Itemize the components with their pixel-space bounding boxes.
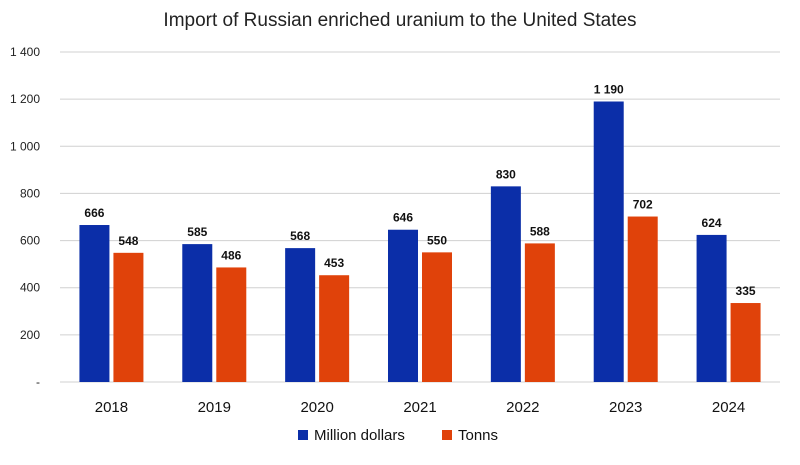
data-label: 453 bbox=[324, 256, 344, 270]
x-tick-label: 2020 bbox=[300, 399, 333, 416]
bar-million-dollars-2020 bbox=[285, 248, 316, 382]
data-label: 1 190 bbox=[594, 83, 624, 97]
y-tick-label: 1 200 bbox=[10, 92, 40, 106]
bar-million-dollars-2021 bbox=[388, 229, 418, 382]
data-label: 830 bbox=[496, 167, 516, 181]
legend-swatch-million-dollars bbox=[298, 430, 308, 440]
data-label: 568 bbox=[290, 229, 310, 243]
data-label: 335 bbox=[736, 284, 756, 298]
y-tick-label: 1 000 bbox=[10, 139, 40, 153]
data-label: 624 bbox=[702, 216, 722, 230]
bar-million-dollars-2022 bbox=[490, 186, 521, 382]
bar-tonns-2019 bbox=[216, 267, 247, 382]
bar-tonns-2021 bbox=[422, 252, 452, 382]
legend: Million dollars Tonns bbox=[298, 427, 498, 444]
x-axis-ticks: 2018 2019 2020 2021 2022 2023 2024 bbox=[95, 399, 746, 416]
data-label: 550 bbox=[427, 233, 447, 247]
bar-million-dollars-2018 bbox=[79, 225, 110, 382]
y-tick-label: 1 400 bbox=[10, 45, 40, 59]
bar-tonns-2022 bbox=[524, 243, 555, 382]
x-tick-label: 2022 bbox=[506, 399, 539, 416]
x-tick-label: 2023 bbox=[609, 399, 642, 416]
x-tick-label: 2021 bbox=[403, 399, 436, 416]
bar-million-dollars-2019 bbox=[182, 244, 213, 382]
data-label: 588 bbox=[530, 224, 550, 238]
legend-label: Million dollars bbox=[314, 427, 405, 444]
data-label: 486 bbox=[221, 248, 241, 262]
data-label: 646 bbox=[393, 211, 413, 225]
x-tick-label: 2018 bbox=[95, 399, 128, 416]
bar-million-dollars-2024 bbox=[696, 234, 727, 382]
bars bbox=[79, 101, 761, 382]
legend-swatch-tonns bbox=[442, 430, 452, 440]
data-label: 666 bbox=[84, 206, 104, 220]
y-tick-label: 800 bbox=[20, 186, 40, 200]
data-labels: 666 548 585 486 568 453 646 550 830 588 1 190 702 62… bbox=[84, 83, 755, 299]
bar-tonns-2024 bbox=[730, 303, 761, 382]
gridlines bbox=[60, 51, 780, 383]
y-axis-ticks: - 200 400 600 800 1 000 1 200 1 400 bbox=[10, 45, 40, 389]
bar-million-dollars-2023 bbox=[593, 101, 624, 382]
y-tick-label: - bbox=[36, 375, 40, 389]
bar-tonns-2018 bbox=[113, 252, 144, 382]
y-tick-label: 600 bbox=[20, 234, 40, 248]
data-label: 548 bbox=[118, 234, 138, 248]
bar-tonns-2023 bbox=[627, 216, 658, 382]
bar-tonns-2020 bbox=[319, 275, 350, 382]
x-tick-label: 2019 bbox=[198, 399, 231, 416]
chart-title: Import of Russian enriched uranium to th… bbox=[163, 10, 636, 31]
legend-label: Tonns bbox=[458, 427, 498, 444]
y-tick-label: 200 bbox=[20, 328, 40, 342]
data-label: 585 bbox=[187, 225, 207, 239]
x-tick-label: 2024 bbox=[712, 399, 745, 416]
data-label: 702 bbox=[633, 198, 653, 212]
y-tick-label: 400 bbox=[20, 281, 40, 295]
